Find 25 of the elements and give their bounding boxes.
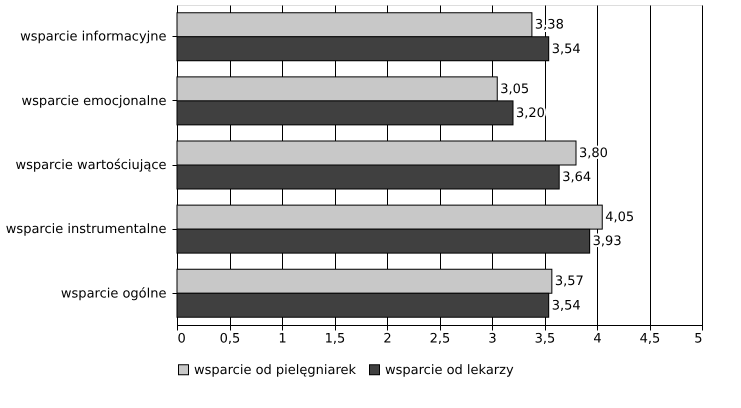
legend-label: wsparcie od lekarzy [385,362,514,378]
data-label: 4,05 [605,210,634,226]
x-tick-label: 2,5 [430,332,450,346]
data-label: 3,64 [562,170,592,186]
x-tick-label: 3,5 [534,332,556,346]
y-tick-label: wsparcie ogólne [60,286,166,302]
y-tick-label: wsparcie instrumentalne [6,222,166,238]
x-tick-label: 0,5 [220,332,240,346]
data-label: 3,54 [552,298,581,314]
data-label: 3,05 [500,82,530,97]
y-tick-label: wsparcie wartościujące [15,158,166,173]
data-label: 3,57 [554,274,584,290]
y-tick-label: wsparcie informacyjne [20,30,166,45]
x-tick-label: 0 [178,332,186,346]
y-tick-label: wsparcie emocjonalne [22,94,166,109]
x-tick-label: 2 [383,332,392,346]
x-tick-label: 3 [488,332,497,346]
x-tick-label: 1,5 [324,332,346,346]
x-tick-label: 4,5 [640,332,660,346]
x-tick-label: 5 [694,332,702,346]
legend-label: wsparcie od pielęgniarek [194,362,357,378]
x-tick-label: 4 [593,332,602,346]
data-label: 3,54 [552,42,581,57]
data-label: 3,20 [516,106,545,121]
x-tick-label: 1 [278,332,287,346]
